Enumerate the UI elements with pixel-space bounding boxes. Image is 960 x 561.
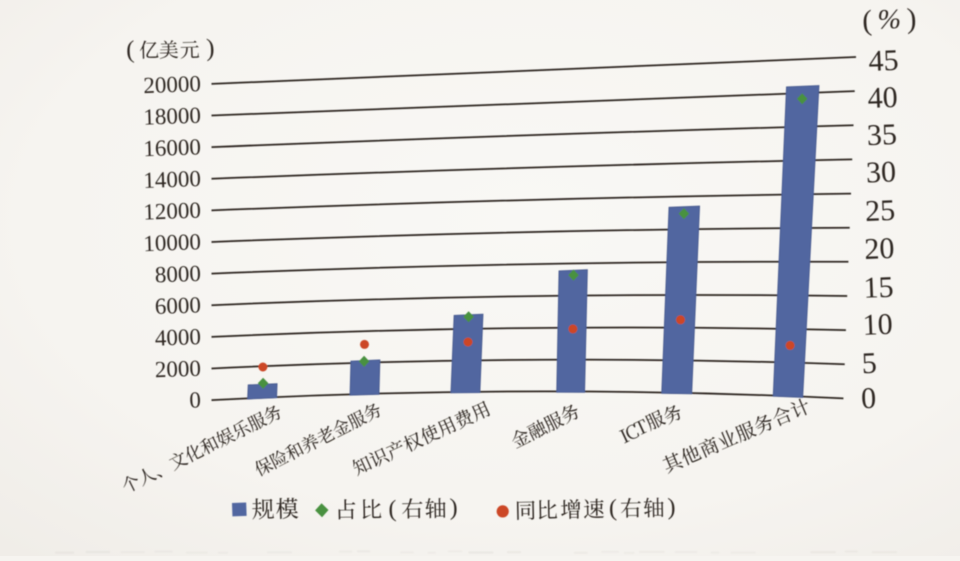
svg-text:(: (	[862, 5, 873, 37]
svg-text:0: 0	[189, 387, 201, 412]
svg-text:10000: 10000	[143, 229, 201, 256]
svg-text:(: (	[126, 37, 135, 64]
svg-text:4000: 4000	[154, 324, 201, 351]
svg-text:20000: 20000	[143, 71, 201, 98]
svg-text:): )	[449, 495, 458, 521]
svg-text:20: 20	[864, 232, 895, 266]
svg-text:(: (	[388, 496, 397, 522]
svg-text:10: 10	[862, 308, 893, 342]
svg-text:15: 15	[863, 271, 894, 305]
svg-text:45: 45	[868, 44, 899, 78]
svg-text:6000: 6000	[154, 292, 201, 319]
svg-text:): )	[206, 35, 215, 62]
svg-text:8000: 8000	[154, 261, 201, 288]
svg-text:0: 0	[860, 382, 876, 416]
svg-text:): )	[906, 3, 917, 35]
svg-text:16000: 16000	[143, 134, 201, 161]
svg-text:5: 5	[861, 347, 877, 381]
svg-text:35: 35	[866, 118, 897, 152]
svg-text:18000: 18000	[143, 103, 201, 130]
svg-text:(: (	[609, 496, 618, 522]
svg-text:25: 25	[865, 194, 896, 228]
svg-text:14000: 14000	[143, 166, 201, 193]
svg-text:30: 30	[865, 155, 896, 189]
svg-text:%: %	[877, 4, 901, 36]
svg-text:2000: 2000	[154, 356, 201, 383]
svg-text:12000: 12000	[143, 198, 201, 225]
svg-text:40: 40	[867, 81, 898, 115]
svg-text:): )	[667, 494, 676, 520]
